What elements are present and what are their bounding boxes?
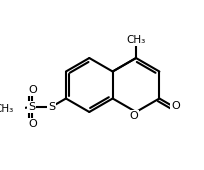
Text: CH₃: CH₃ — [0, 104, 14, 114]
Text: O: O — [28, 85, 37, 95]
Text: CH₃: CH₃ — [126, 35, 145, 45]
Text: S: S — [48, 102, 55, 112]
Text: S: S — [28, 102, 35, 112]
Text: O: O — [170, 101, 179, 111]
Text: O: O — [28, 119, 37, 129]
Text: O: O — [129, 111, 138, 121]
